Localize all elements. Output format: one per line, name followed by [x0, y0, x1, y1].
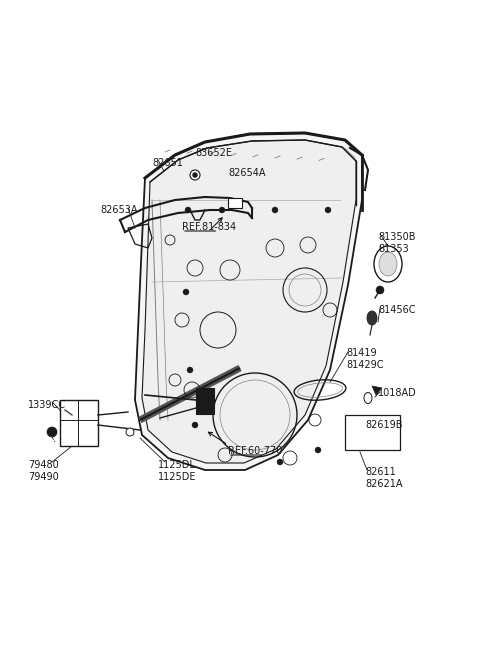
FancyBboxPatch shape	[228, 198, 242, 208]
Text: 81419: 81419	[346, 348, 377, 358]
Circle shape	[277, 459, 283, 465]
Text: 79480: 79480	[28, 460, 59, 470]
Polygon shape	[135, 133, 362, 470]
Circle shape	[315, 447, 321, 453]
FancyBboxPatch shape	[60, 400, 98, 446]
Text: 82619B: 82619B	[365, 420, 403, 430]
FancyBboxPatch shape	[196, 388, 214, 414]
Text: 81350B: 81350B	[378, 232, 416, 242]
Text: 1018AD: 1018AD	[378, 388, 417, 398]
Circle shape	[47, 427, 57, 437]
Text: 1125DE: 1125DE	[158, 472, 196, 482]
Text: 79490: 79490	[28, 472, 59, 482]
Circle shape	[187, 367, 193, 373]
Circle shape	[185, 207, 191, 213]
Ellipse shape	[374, 246, 402, 282]
Circle shape	[126, 428, 134, 436]
Circle shape	[192, 422, 198, 428]
FancyBboxPatch shape	[345, 415, 400, 450]
Circle shape	[272, 207, 278, 213]
Text: 81429C: 81429C	[346, 360, 384, 370]
Text: 82653A: 82653A	[100, 205, 137, 215]
Polygon shape	[372, 386, 382, 395]
Text: REF.60-770: REF.60-770	[228, 446, 282, 456]
Text: 82611: 82611	[365, 467, 396, 477]
Circle shape	[376, 286, 384, 294]
Polygon shape	[142, 140, 356, 463]
Ellipse shape	[367, 311, 377, 325]
Text: 1339CC: 1339CC	[28, 400, 66, 410]
Text: 81353: 81353	[378, 244, 409, 254]
Text: 82654A: 82654A	[228, 168, 265, 178]
Text: 1125DL: 1125DL	[158, 460, 196, 470]
Circle shape	[219, 207, 225, 213]
Ellipse shape	[364, 392, 372, 403]
Ellipse shape	[379, 252, 397, 276]
Text: 82651: 82651	[152, 158, 183, 168]
Text: 82621A: 82621A	[365, 479, 403, 489]
Circle shape	[325, 207, 331, 213]
Circle shape	[183, 289, 189, 295]
Circle shape	[192, 172, 197, 178]
Circle shape	[190, 170, 200, 180]
Text: REF.81-834: REF.81-834	[182, 222, 236, 232]
Text: 81456C: 81456C	[378, 305, 416, 315]
Text: 83652E: 83652E	[195, 148, 232, 158]
